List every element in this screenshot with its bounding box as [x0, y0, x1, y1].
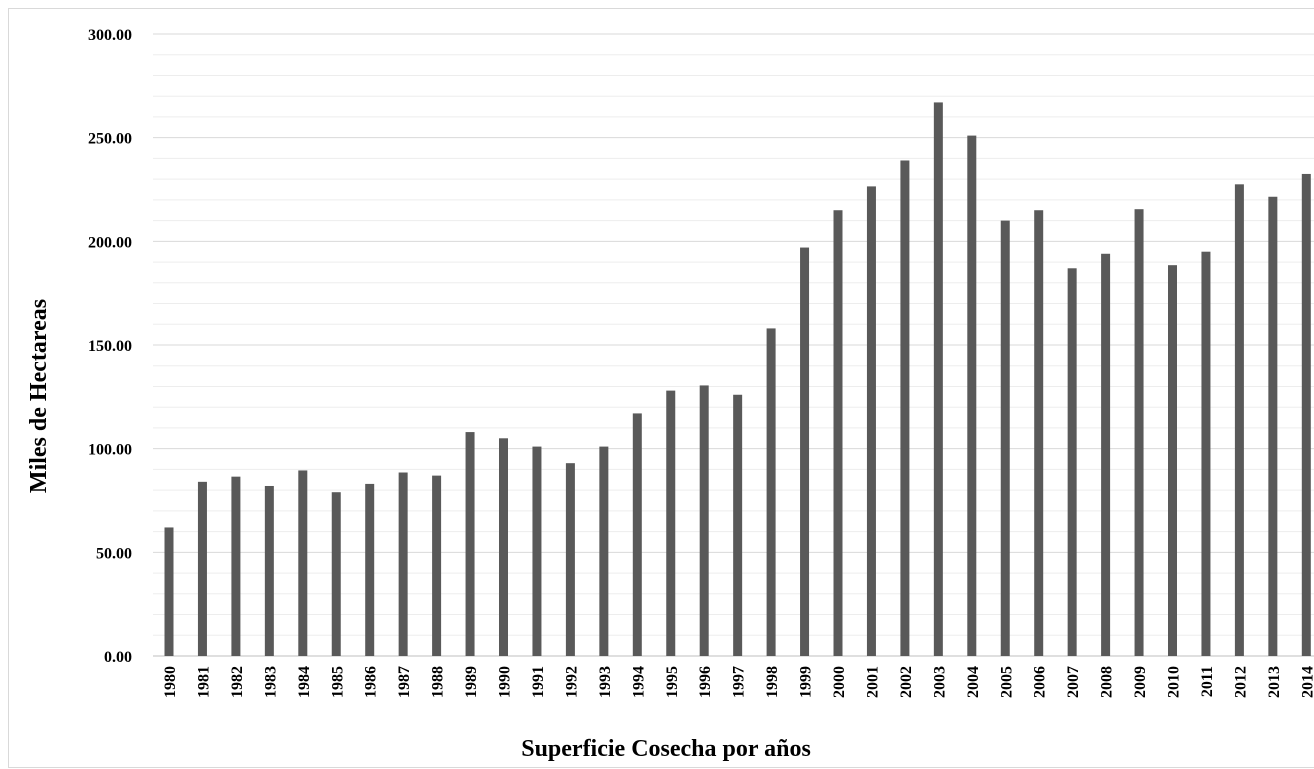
x-tick-label: 1992	[563, 666, 580, 698]
bar-1992	[565, 463, 575, 656]
y-tick-label: 100.00	[88, 442, 132, 459]
x-tick-label: 2012	[1232, 666, 1249, 698]
x-tick-label: 2011	[1199, 666, 1216, 697]
bar-1991	[532, 446, 542, 656]
x-tick-label: 2004	[965, 666, 982, 698]
x-tick-label: 2014	[1299, 666, 1314, 698]
y-tick-label: 250.00	[88, 131, 132, 148]
y-tick-label: 300.00	[88, 27, 132, 44]
y-tick-label: 50.00	[96, 545, 132, 562]
x-tick-label: 1983	[262, 666, 279, 698]
x-tick-label: 2005	[998, 666, 1015, 698]
x-tick-label: 1998	[764, 666, 781, 698]
bar-2003	[933, 102, 943, 657]
bar-1980	[164, 527, 174, 656]
x-tick-label: 1994	[630, 666, 647, 698]
x-tick-label: 1984	[296, 666, 313, 698]
x-tick-label: 1997	[731, 666, 748, 698]
bar-2000	[833, 210, 843, 656]
y-tick-label: 200.00	[88, 234, 132, 251]
x-tick-label: 1991	[530, 666, 547, 698]
x-tick-label: 2002	[898, 666, 915, 698]
x-tick-labels: 1980 1981 1982 1983 1984 1985 1986 1987 1988 1989…	[162, 666, 1314, 698]
bar-1993	[599, 446, 609, 656]
bar-1995	[666, 390, 676, 656]
bar-2013	[1268, 196, 1278, 657]
bar-2014	[1301, 173, 1311, 656]
bar-1989	[465, 432, 475, 656]
bar-2008	[1101, 253, 1111, 657]
x-tick-label: 1988	[430, 666, 447, 698]
bar-2007	[1067, 268, 1077, 656]
bar-2009	[1134, 209, 1144, 657]
bar-2001	[866, 186, 876, 656]
bar-2011	[1201, 251, 1211, 656]
x-tick-label: 1985	[329, 666, 346, 698]
bar-1998	[766, 328, 776, 656]
y-tick-labels: 0.00 50.00 100.00 150.00 200.00 250.00 300.00	[88, 27, 132, 666]
chart-frame	[8, 8, 1314, 768]
bar-2005	[1000, 220, 1010, 656]
bar-2006	[1034, 210, 1044, 656]
x-tick-label: 1980	[162, 666, 179, 698]
x-tick-label: 2000	[831, 666, 848, 698]
x-tick-label: 1982	[229, 666, 246, 698]
bar-1981	[197, 481, 207, 656]
x-tick-label: 1987	[396, 666, 413, 698]
x-tick-label: 1996	[697, 666, 714, 698]
x-tick-label: 1993	[597, 666, 614, 698]
bar-1996	[699, 385, 709, 656]
bar-2004	[967, 135, 977, 657]
x-tick-label: 2009	[1132, 666, 1149, 698]
x-tick-label: 1999	[798, 666, 815, 698]
bar-1983	[264, 485, 274, 656]
y-tick-label: 150.00	[88, 338, 132, 355]
x-tick-label: 1995	[664, 666, 681, 698]
bar-1988	[432, 475, 442, 656]
x-tick-label: 2013	[1266, 666, 1283, 698]
bar-2012	[1234, 184, 1244, 657]
bar-1997	[733, 394, 743, 656]
x-axis-title: Superficie Cosecha por años	[521, 736, 811, 762]
bar-1982	[231, 476, 241, 656]
x-tick-label: 2007	[1065, 666, 1082, 698]
bar-1985	[331, 492, 341, 656]
x-tick-label: 1989	[463, 666, 480, 698]
bars	[164, 102, 1311, 657]
x-tick-label: 2003	[931, 666, 948, 698]
x-tick-label: 1986	[363, 666, 380, 698]
bar-2002	[900, 160, 910, 656]
y-axis-title: Miles de Hectareas	[26, 299, 52, 493]
bar-1990	[499, 438, 508, 656]
bar-1984	[298, 470, 308, 656]
x-tick-label: 2010	[1166, 666, 1183, 698]
x-tick-label: 1981	[195, 666, 212, 698]
x-tick-label: 1990	[497, 666, 514, 698]
x-tick-label: 2001	[864, 666, 881, 698]
bar-2010	[1168, 265, 1177, 656]
bar-1986	[365, 483, 375, 656]
x-tick-label: 2008	[1099, 666, 1116, 698]
bar-1987	[398, 472, 408, 656]
x-tick-label: 2006	[1032, 666, 1049, 698]
bar-1999	[800, 247, 810, 656]
y-tick-label: 0.00	[104, 649, 132, 666]
bar-1994	[632, 413, 642, 656]
